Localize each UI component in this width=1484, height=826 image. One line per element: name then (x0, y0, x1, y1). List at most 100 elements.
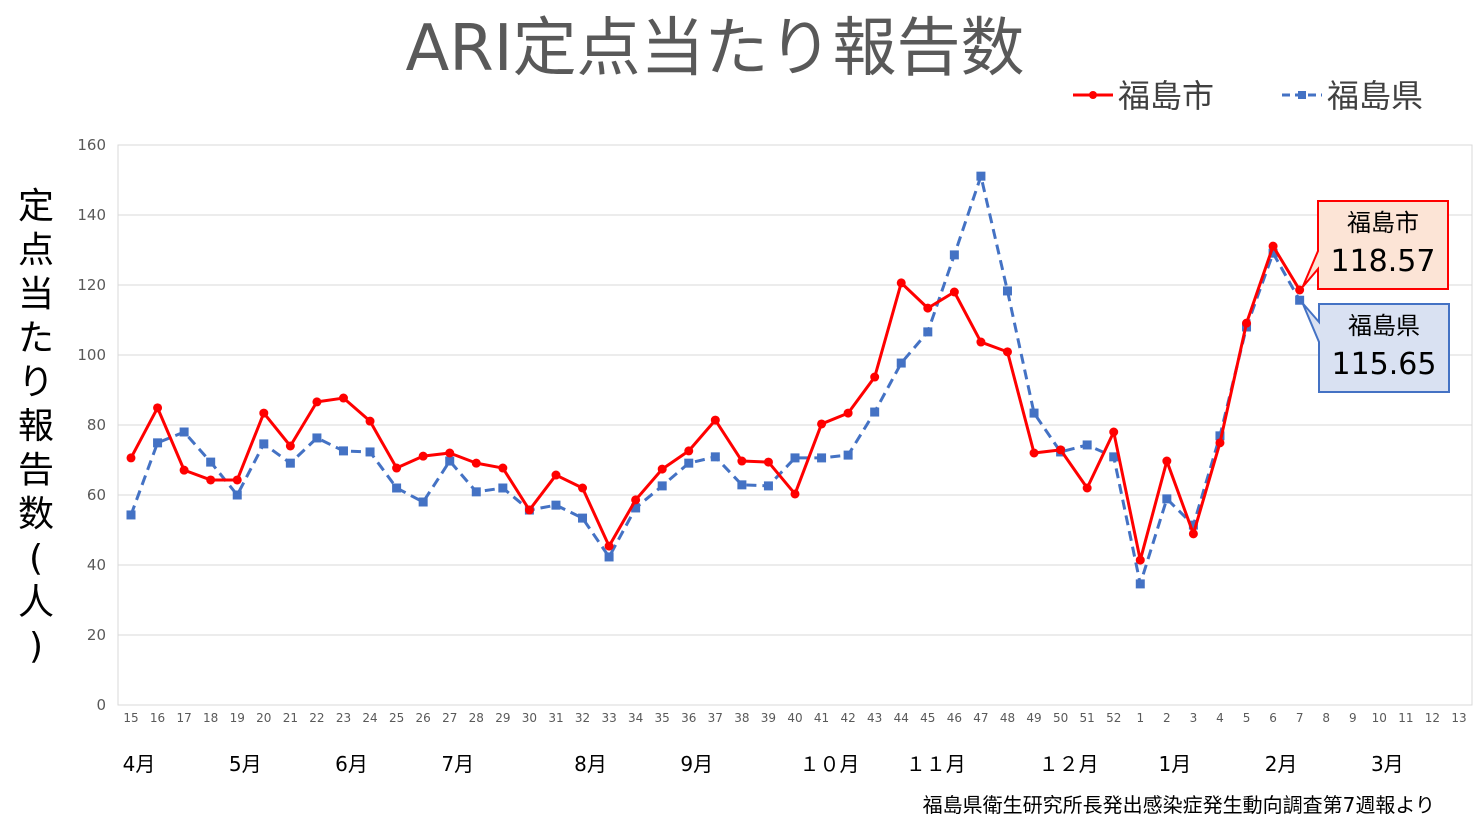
month-label: 3月 (1371, 752, 1404, 776)
x-tick-label: 44 (894, 711, 909, 725)
x-tick-label: 26 (416, 711, 431, 725)
data-point (657, 481, 667, 491)
data-point (232, 490, 242, 500)
data-point (790, 453, 800, 463)
x-tick-label: 36 (681, 711, 696, 725)
y-axis-label-char: 定 (18, 186, 54, 227)
x-tick-label: 35 (655, 711, 670, 725)
data-point (1295, 285, 1305, 295)
x-tick-label: 32 (575, 711, 590, 725)
x-tick-label: 22 (309, 711, 324, 725)
y-tick-label: 40 (87, 556, 106, 574)
data-point (843, 450, 853, 460)
y-axis-label-char: り (18, 362, 54, 403)
y-axis-label: 定点当たり報告数(人) (18, 186, 54, 667)
x-tick-label: 45 (920, 711, 935, 725)
data-point (631, 503, 641, 513)
data-point (1029, 408, 1039, 418)
series-1 (126, 171, 1305, 589)
x-tick-label: 1 (1136, 711, 1144, 725)
data-point (259, 439, 269, 449)
month-label: 8月 (574, 752, 607, 776)
x-tick-label: 11 (1398, 711, 1413, 725)
data-point (1162, 494, 1172, 504)
x-tick-label: 10 (1372, 711, 1387, 725)
y-axis-label-char: 告 (18, 450, 54, 491)
legend-marker-fukushima-city (1089, 91, 1097, 99)
data-point (312, 397, 322, 407)
data-point (1215, 431, 1225, 441)
y-axis-label-char: ( (29, 538, 43, 579)
data-point (1002, 286, 1012, 296)
y-tick-label: 60 (87, 486, 106, 504)
x-tick-label: 42 (840, 711, 855, 725)
month-label: 9月 (680, 752, 713, 776)
data-point (285, 441, 295, 451)
x-tick-label: 33 (601, 711, 616, 725)
x-tick-label: 6 (1269, 711, 1277, 725)
data-point (790, 489, 800, 499)
x-tick-label: 21 (283, 711, 298, 725)
x-tick-label: 3 (1190, 711, 1198, 725)
callout-0: 福島市 118.57 (1301, 200, 1449, 290)
data-point (1029, 448, 1039, 458)
x-tick-label: 38 (734, 711, 749, 725)
data-point (1109, 427, 1119, 437)
data-point (179, 465, 189, 475)
data-point (1135, 579, 1145, 589)
x-tick-label: 49 (1026, 711, 1041, 725)
x-tick-label: 12 (1425, 711, 1440, 725)
y-axis-label-char: 当 (18, 274, 54, 315)
data-point (578, 513, 588, 523)
data-point (1082, 483, 1092, 493)
data-point (578, 483, 588, 493)
data-point (1109, 452, 1119, 462)
data-point (392, 463, 402, 473)
callout-label: 福島市 (1347, 209, 1419, 237)
data-point (1056, 445, 1066, 455)
y-axis-label-char: 点 (18, 230, 54, 271)
data-point (1135, 555, 1145, 565)
series-line (129, 174, 1301, 586)
data-point (604, 541, 614, 551)
x-tick-label: 40 (787, 711, 802, 725)
y-axis-label-char: 数 (18, 494, 54, 535)
data-point (923, 327, 933, 337)
x-tick-label: 31 (548, 711, 563, 725)
data-point (817, 419, 827, 429)
y-axis-label-char: 人 (18, 582, 54, 623)
data-point (1002, 347, 1012, 357)
data-point (338, 393, 348, 403)
data-point (232, 475, 242, 485)
data-point (471, 487, 481, 497)
callout-value: 118.57 (1331, 244, 1436, 279)
x-tick-label: 43 (867, 711, 882, 725)
y-axis-label-char: た (18, 318, 54, 359)
data-point (126, 510, 136, 520)
x-tick-label: 8 (1322, 711, 1330, 725)
x-tick-label: 15 (123, 711, 138, 725)
data-point (206, 457, 216, 467)
data-point (445, 448, 455, 458)
callout-label: 福島県 (1348, 312, 1420, 340)
data-point (896, 278, 906, 288)
x-tick-label: 20 (256, 711, 271, 725)
data-point (949, 250, 959, 260)
x-tick-label: 18 (203, 711, 218, 725)
data-point (710, 415, 720, 425)
x-tick-label: 41 (814, 711, 829, 725)
data-point (976, 171, 986, 181)
data-point (896, 358, 906, 368)
data-point (684, 446, 694, 456)
x-tick-label: 2 (1163, 711, 1171, 725)
data-point (285, 458, 295, 468)
data-point (418, 497, 428, 507)
data-point (870, 407, 880, 417)
callout-box (1301, 302, 1450, 393)
data-point (949, 287, 959, 297)
x-tick-label: 24 (362, 711, 377, 725)
data-point (471, 458, 481, 468)
data-point (923, 303, 933, 313)
data-point (365, 416, 375, 426)
